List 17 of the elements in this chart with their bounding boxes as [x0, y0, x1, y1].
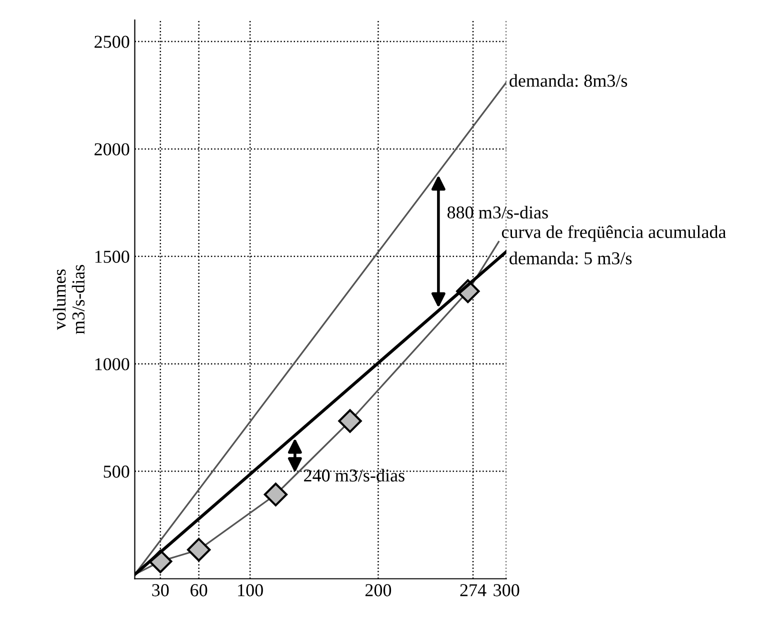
x-tick-label: 300: [494, 584, 520, 596]
x-tick-label: 100: [238, 584, 263, 596]
x-tick-label: 30: [152, 584, 169, 596]
y-tick-label: 1000: [95, 358, 130, 370]
series-label: demanda: 8m3/s: [510, 74, 628, 87]
x-tick-label: 200: [365, 584, 392, 596]
y-tick-label: 2500: [94, 36, 130, 48]
x-tick-label: 274: [460, 584, 486, 596]
annotation: 880 m3/s-dias: [447, 206, 548, 219]
y-tick-label: 1500: [95, 250, 130, 263]
y-tick-label: 2000: [94, 143, 130, 156]
series-label: demanda: 5 m3/s: [510, 252, 632, 264]
y-axis-title: volumes m3/s-dias: [52, 264, 85, 334]
x-tick-label: 60: [190, 584, 208, 596]
y-tick-label: 500: [104, 466, 130, 478]
annotation: 240 m3/s-dias: [304, 468, 404, 482]
series-label: curva de freqüência acumulada: [502, 225, 726, 242]
